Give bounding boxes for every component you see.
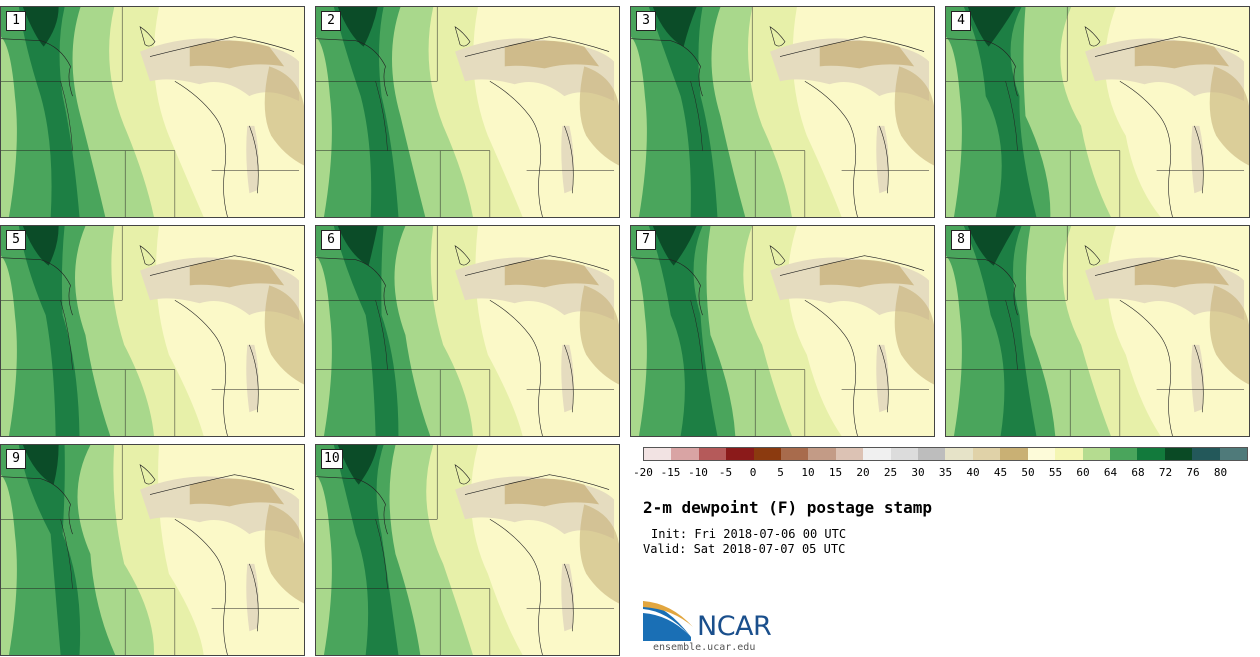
ensemble-member-panel: 5 — [0, 225, 305, 437]
colorbar-tick-label: 10 — [801, 466, 815, 479]
member-number: 10 — [321, 449, 343, 469]
colorbar-tick-label: -10 — [688, 466, 708, 479]
colorbar-swatch — [1027, 448, 1056, 460]
colorbar-tick-label: 30 — [911, 466, 925, 479]
colorbar-tick-label: 20 — [856, 466, 870, 479]
colorbar — [643, 447, 1248, 461]
colorbar-swatch — [863, 448, 891, 460]
colorbar-swatch — [644, 448, 672, 460]
colorbar-swatch — [1109, 448, 1138, 460]
colorbar-swatch — [1219, 448, 1247, 460]
colorbar-tick-label: 25 — [883, 466, 898, 479]
ensemble-member-panel: 6 — [315, 225, 620, 437]
member-number: 5 — [6, 230, 26, 250]
colorbar-tick-label: 60 — [1076, 466, 1090, 479]
product-title: 2-m dewpoint (F) postage stamp — [643, 498, 932, 517]
valid-time: Valid: Sat 2018-07-07 05 UTC — [643, 542, 846, 556]
colorbar-swatch — [1164, 448, 1193, 460]
colorbar-swatch — [972, 448, 1001, 460]
member-number: 4 — [951, 11, 971, 31]
colorbar-swatch — [890, 448, 919, 460]
member-number: 1 — [6, 11, 26, 31]
colorbar-tick-label: 40 — [966, 466, 980, 479]
ensemble-member-panel: 7 — [630, 225, 935, 437]
ensemble-member-panel: 3 — [630, 6, 935, 218]
colorbar-tick-label: 45 — [993, 466, 1008, 479]
member-number: 3 — [636, 11, 656, 31]
init-time: Init: Fri 2018-07-06 00 UTC — [651, 527, 847, 541]
member-number: 2 — [321, 11, 341, 31]
colorbar-swatch — [1137, 448, 1165, 460]
colorbar-tick-label: 50 — [1021, 466, 1035, 479]
member-number: 8 — [951, 230, 971, 250]
colorbar-tick-label: 80 — [1213, 466, 1228, 479]
member-number: 6 — [321, 230, 341, 250]
member-number: 7 — [636, 230, 656, 250]
ncar-logo-text: NCAR — [697, 611, 772, 642]
colorbar-swatch — [808, 448, 836, 460]
colorbar-swatch — [1082, 448, 1110, 460]
ensemble-member-panel: 1 — [0, 6, 305, 218]
colorbar-swatch — [781, 448, 809, 460]
colorbar-tick-label: 0 — [749, 466, 757, 479]
colorbar-tick-label: 68 — [1131, 466, 1145, 479]
ensemble-member-panel: 8 — [945, 225, 1250, 437]
member-number: 9 — [6, 449, 26, 469]
colorbar-swatch — [753, 448, 782, 460]
colorbar-tick-labels: -20 -15 -10 -5 0 5 10 15 20 25 30 35 40 45 50 55 60 64 68 7… — [633, 466, 1248, 480]
colorbar-swatch — [835, 448, 864, 460]
colorbar-tick-label: 76 — [1186, 466, 1200, 479]
colorbar-swatch — [1192, 448, 1220, 460]
colorbar-swatch — [671, 448, 699, 460]
site-url: ensemble.ucar.edu — [653, 642, 756, 653]
ncar-logo-icon — [643, 601, 693, 641]
colorbar-tick-label: 15 — [828, 466, 843, 479]
colorbar-tick-label: 64 — [1103, 466, 1118, 479]
colorbar-swatch — [698, 448, 727, 460]
colorbar-tick-label: 35 — [938, 466, 953, 479]
colorbar-tick-label: 5 — [777, 466, 784, 479]
ensemble-member-panel: 10 — [315, 444, 620, 656]
colorbar-tick-label: -15 — [660, 466, 681, 479]
colorbar-swatch — [1055, 448, 1083, 460]
colorbar-swatch — [1000, 448, 1028, 460]
colorbar-swatch — [918, 448, 946, 460]
colorbar-tick-label: -20 — [633, 466, 653, 479]
colorbar-swatch — [945, 448, 973, 460]
ensemble-member-panel: 9 — [0, 444, 305, 656]
colorbar-swatch — [726, 448, 754, 460]
colorbar-tick-label: 72 — [1158, 466, 1173, 479]
ensemble-member-panel: 2 — [315, 6, 620, 218]
ensemble-member-panel: 4 — [945, 6, 1250, 218]
colorbar-tick-label: 55 — [1048, 466, 1063, 479]
colorbar-tick-label: -5 — [718, 466, 733, 479]
